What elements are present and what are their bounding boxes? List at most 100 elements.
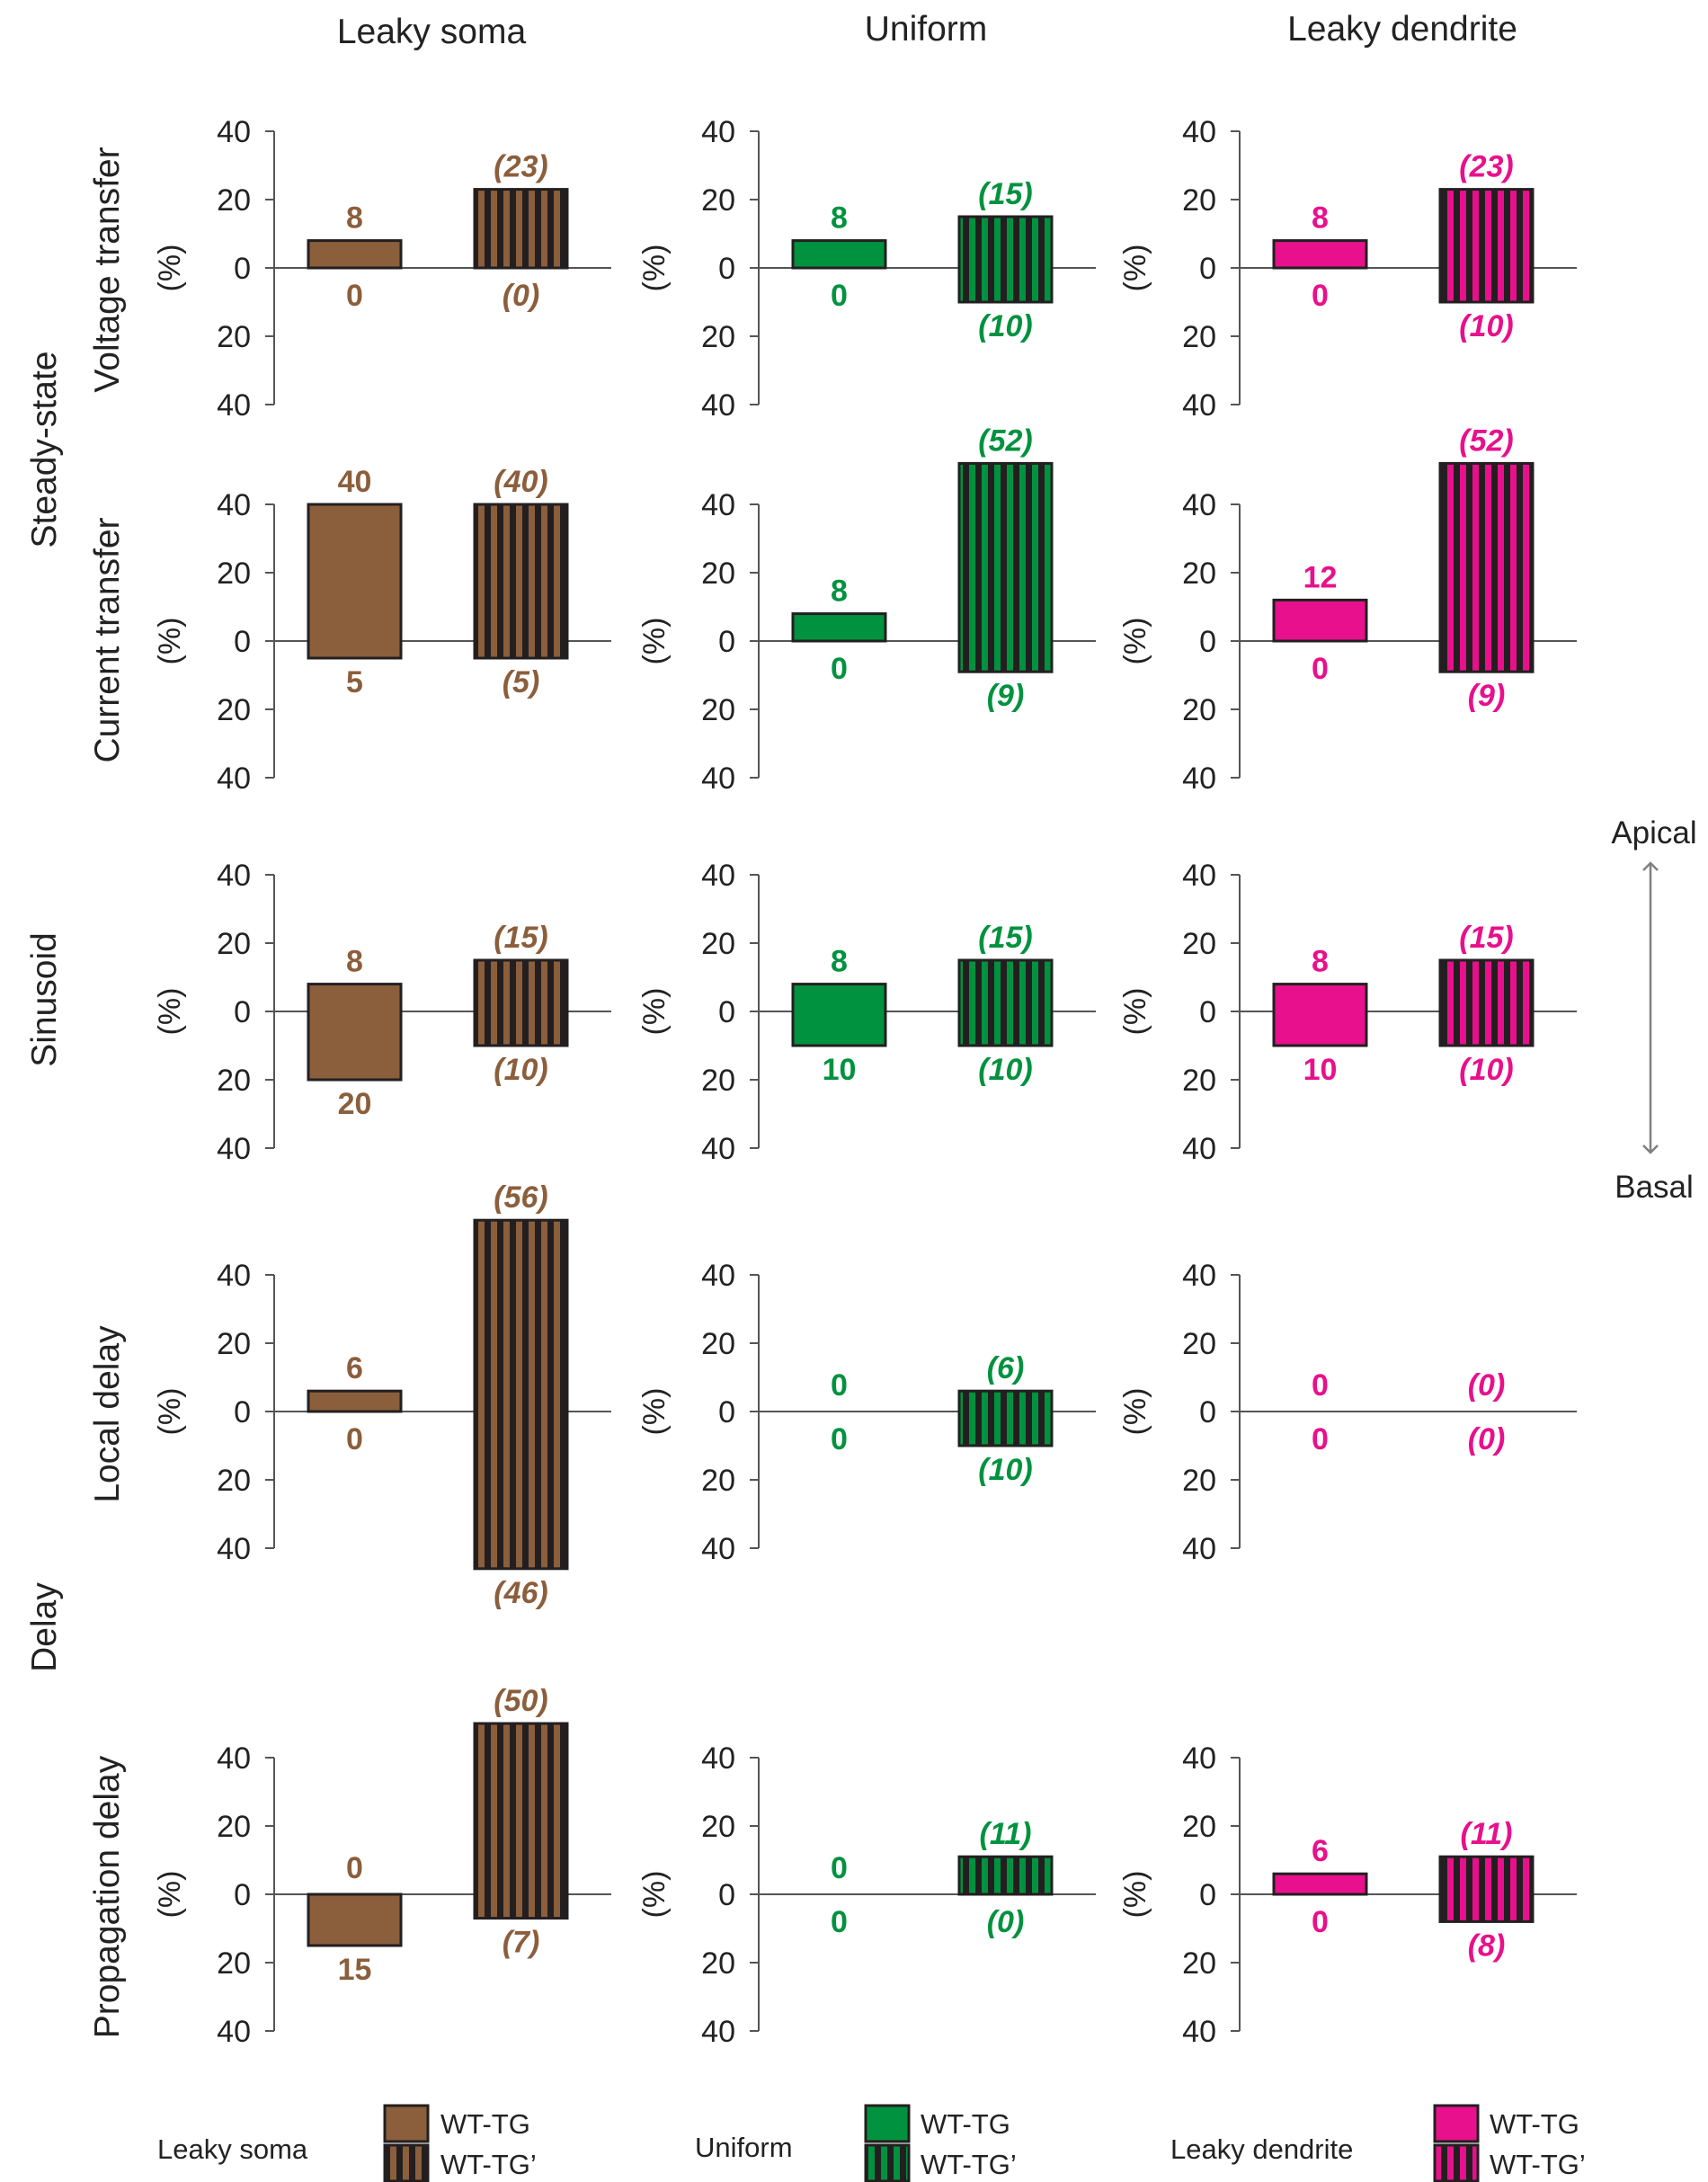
data-label-apical: 8: [1312, 945, 1329, 979]
bar-wt-tg: [791, 612, 887, 643]
data-label-basal: (46): [494, 1576, 547, 1610]
legend-wt-tg: WT-TG: [440, 2108, 530, 2140]
legend-swatch-solid: [864, 2104, 911, 2143]
data-label-basal: (8): [1468, 1928, 1506, 1963]
data-label-basal: 0: [831, 279, 848, 313]
y-tick-label: 40: [701, 1132, 735, 1166]
bar-wt-tg-prime: [473, 1218, 569, 1571]
legend-label-uniform: Uniform: [695, 2132, 793, 2163]
y-tick-label: 40: [701, 859, 735, 893]
bar-wt-tg-prime: [473, 958, 569, 1047]
data-label-basal: 0: [1312, 652, 1329, 686]
panel-propagation-delay-uniform: 40 20 0 20 40 (%) 0 0 (11) (0): [637, 1741, 1096, 2049]
panel-local-delay-leaky-soma: 40 20 0 20 40 (%) 6 0 (56) (46): [153, 1180, 611, 1610]
y-tick-label: 0: [718, 995, 735, 1029]
arrow-label-basal: Basal: [1615, 1170, 1694, 1205]
y-tick-label: 0: [1199, 995, 1216, 1029]
bar-wt-tg-prime: [957, 461, 1054, 673]
y-tick-label: 20: [1182, 1064, 1216, 1098]
y-tick-label: 40: [1182, 1132, 1216, 1166]
panels: 40 20 0 20 40 (%) 8 0 (23) (0) 40 20 0 20 40 (%) 8 0 (15) (…: [153, 115, 1577, 2049]
y-unit-label: (%): [1118, 245, 1152, 292]
data-label-basal: 5: [346, 665, 363, 699]
panel-sinusoid-leaky-dendrite: 40 20 0 20 40 (%) 8 10 (15) (10): [1118, 859, 1577, 1166]
y-unit-label: (%): [1118, 1388, 1152, 1436]
group-header-delay: Delay: [25, 1582, 64, 1672]
row-header-local-delay: Local delay: [88, 1325, 127, 1503]
y-unit-label: (%): [1118, 1871, 1152, 1919]
legend: Leaky soma WT-TG WT-TG’ Uniform WT-TG WT…: [157, 2104, 1586, 2182]
y-tick-label: 40: [1182, 115, 1216, 149]
panel-voltage-transfer-uniform: 40 20 0 20 40 (%) 8 0 (15) (10): [637, 115, 1096, 423]
y-tick-label: 20: [217, 1327, 251, 1361]
data-label-basal: 0: [831, 1422, 848, 1456]
legend-swatch-solid: [383, 2104, 430, 2143]
legend-swatch-striped: [383, 2143, 430, 2182]
y-tick-label: 0: [1199, 1878, 1216, 1912]
panel-current-transfer-leaky-soma: 40 20 0 20 40 (%) 40 5 (40) (5): [153, 465, 611, 796]
bar-wt-tg-prime: [1438, 958, 1535, 1047]
row-header-propagation-delay: Propagation delay: [88, 1755, 127, 2038]
y-tick-label: 20: [217, 1064, 251, 1098]
panel-local-delay-leaky-dendrite: 40 20 0 20 40 (%) 0 0 (0) (0): [1118, 1259, 1577, 1566]
data-label-apical: (15): [978, 921, 1032, 955]
bar-wt-tg: [307, 1893, 403, 1947]
data-label-apical: 8: [1312, 201, 1329, 236]
y-tick-label: 20: [217, 927, 251, 961]
y-unit-label: (%): [1118, 618, 1152, 665]
legend-swatch-solid: [1433, 2104, 1480, 2143]
y-tick-label: 20: [701, 1810, 735, 1844]
bar-wt-tg: [307, 239, 403, 270]
y-unit-label: (%): [637, 245, 672, 292]
bar-wt-tg: [307, 983, 403, 1082]
legend-label-leaky-soma: Leaky soma: [157, 2133, 308, 2165]
bar-wt-tg-prime: [957, 215, 1054, 304]
data-label-basal: (10): [1459, 1053, 1513, 1087]
data-label-apical: (15): [978, 177, 1032, 211]
y-tick-label: 40: [217, 1741, 251, 1776]
y-tick-label: 20: [217, 1464, 251, 1498]
y-tick-label: 40: [1182, 859, 1216, 893]
data-label-apical: 0: [831, 1368, 848, 1403]
y-tick-label: 20: [217, 320, 251, 354]
data-label-basal: (0): [503, 279, 540, 313]
y-tick-label: 0: [718, 625, 735, 659]
legend-label-leaky-dendrite: Leaky dendrite: [1170, 2133, 1353, 2165]
data-label-basal: 20: [338, 1087, 372, 1121]
data-label-apical: 40: [338, 465, 372, 499]
data-label-basal: 0: [346, 1422, 363, 1456]
data-label-apical: 0: [346, 1851, 363, 1885]
data-label-basal: (10): [1459, 309, 1513, 343]
y-unit-label: (%): [153, 988, 187, 1036]
data-label-basal: 0: [831, 1905, 848, 1939]
data-label-basal: 0: [346, 279, 363, 313]
data-label-apical: 0: [831, 1851, 848, 1885]
y-tick-label: 40: [1182, 2015, 1216, 2049]
data-label-basal: (9): [987, 679, 1025, 713]
data-label-apical: (40): [494, 465, 547, 499]
y-tick-label: 20: [701, 927, 735, 961]
data-label-apical: (11): [980, 1817, 1032, 1851]
bar-wt-tg-prime: [957, 1389, 1054, 1447]
data-label-apical: (23): [1459, 150, 1513, 184]
y-tick-label: 0: [1199, 625, 1216, 659]
panel-voltage-transfer-leaky-dendrite: 40 20 0 20 40 (%) 8 0 (23) (10): [1118, 115, 1577, 423]
data-label-apical: (11): [1461, 1817, 1513, 1851]
panel-propagation-delay-leaky-soma: 40 20 0 20 40 (%) 0 15 (50) (7): [153, 1684, 611, 2049]
y-tick-label: 20: [217, 1946, 251, 1981]
arrow-label-apical: Apical: [1611, 815, 1696, 851]
bar-wt-tg: [791, 983, 887, 1047]
y-tick-label: 20: [701, 1064, 735, 1098]
y-tick-label: 40: [217, 2015, 251, 2049]
y-tick-label: 40: [217, 761, 251, 796]
y-tick-label: 20: [1182, 693, 1216, 727]
data-label-basal: (9): [1468, 679, 1506, 713]
y-unit-label: (%): [637, 618, 672, 665]
data-label-apical: 8: [346, 201, 363, 236]
y-tick-label: 20: [701, 1946, 735, 1981]
legend-group-uniform: Uniform WT-TG WT-TG’: [695, 2104, 1017, 2182]
bar-wt-tg-prime: [1438, 1855, 1535, 1923]
y-tick-label: 20: [1182, 1810, 1216, 1844]
data-label-basal: 10: [823, 1053, 857, 1087]
